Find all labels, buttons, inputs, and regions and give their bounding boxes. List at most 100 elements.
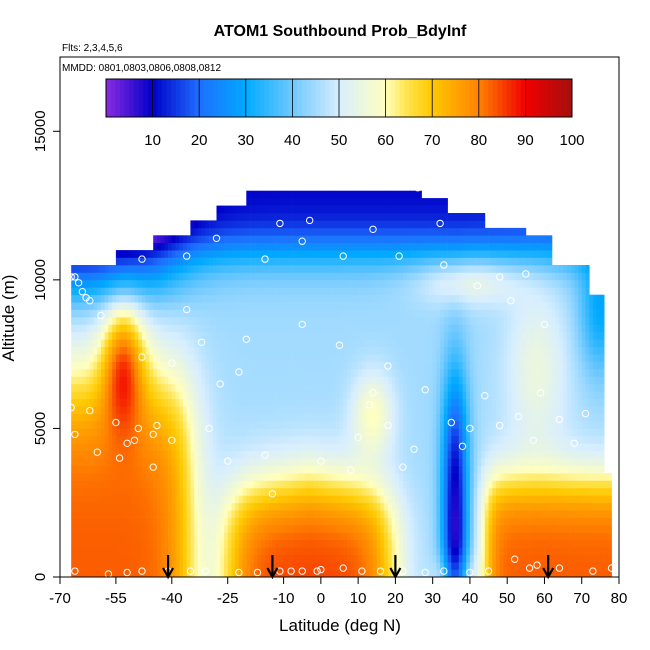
- heatmap-cell: [227, 242, 232, 251]
- heatmap-cell: [361, 265, 366, 273]
- heatmap-cell: [127, 428, 132, 437]
- heatmap-cell: [238, 458, 243, 466]
- heatmap-cell: [86, 473, 91, 481]
- heatmap-cell: [306, 257, 311, 266]
- heatmap-cell: [343, 265, 348, 273]
- heatmap-cell: [428, 354, 433, 362]
- heatmap-cell: [350, 495, 355, 504]
- heatmap-cell: [324, 487, 329, 496]
- heatmap-cell: [414, 302, 419, 310]
- heatmap-cell: [119, 413, 124, 422]
- heatmap-cell: [320, 532, 325, 541]
- heatmap-cell: [201, 242, 206, 251]
- heatmap-cell: [291, 198, 296, 206]
- heatmap-cell: [395, 443, 400, 452]
- heatmap-cell: [365, 369, 370, 377]
- heatmap-cell: [112, 369, 117, 377]
- heatmap-cell: [410, 473, 415, 481]
- heatmap-cell: [302, 369, 307, 377]
- heatmap-cell: [421, 465, 426, 474]
- heatmap-cell: [138, 487, 143, 496]
- heatmap-cell: [287, 324, 292, 333]
- heatmap-cell: [347, 435, 352, 444]
- heatmap-cell: [101, 480, 106, 489]
- heatmap-cell: [414, 287, 419, 296]
- heatmap-cell: [97, 532, 102, 541]
- heatmap-cell: [220, 287, 225, 296]
- heatmap-cell: [101, 525, 106, 533]
- heatmap-cell: [93, 324, 98, 333]
- heatmap-cell: [179, 391, 184, 400]
- heatmap-cell: [164, 398, 169, 407]
- heatmap-cell: [190, 510, 195, 518]
- heatmap-cell: [395, 198, 400, 206]
- heatmap-cell: [227, 398, 232, 407]
- heatmap-cell: [197, 465, 202, 474]
- heatmap-cell: [298, 465, 303, 474]
- heatmap-cell: [197, 279, 202, 288]
- heatmap-cell: [119, 302, 124, 310]
- heatmap-cell: [384, 421, 389, 429]
- heatmap-cell: [142, 324, 147, 333]
- heatmap-cell: [194, 487, 199, 496]
- heatmap-cell: [298, 272, 303, 281]
- heatmap-cell: [253, 428, 258, 437]
- heatmap-cell: [428, 458, 433, 466]
- heatmap-cell: [93, 495, 98, 504]
- heatmap-cell: [82, 287, 87, 296]
- heatmap-cell: [197, 324, 202, 333]
- heatmap-cell: [183, 450, 188, 459]
- heatmap-cell: [306, 383, 311, 392]
- heatmap-cell: [298, 428, 303, 437]
- heatmap-cell: [335, 502, 340, 511]
- heatmap-cell: [205, 473, 210, 481]
- heatmap-cell: [332, 317, 337, 325]
- heatmap-cell: [376, 272, 381, 281]
- heatmap-cell: [302, 317, 307, 325]
- heatmap-cell: [149, 383, 154, 392]
- heatmap-cell: [265, 443, 270, 452]
- heatmap-cell: [347, 517, 352, 526]
- heatmap-cell: [246, 391, 251, 400]
- heatmap-cell: [414, 539, 419, 548]
- heatmap-cell: [257, 406, 262, 414]
- heatmap-cell: [410, 265, 415, 273]
- heatmap-cell: [238, 220, 243, 229]
- heatmap-cell: [74, 517, 79, 526]
- heatmap-cell: [235, 324, 240, 333]
- heatmap-cell: [384, 428, 389, 437]
- heatmap-cell: [250, 272, 255, 281]
- heatmap-cell: [283, 339, 288, 348]
- heatmap-cell: [224, 235, 229, 244]
- heatmap-cell: [212, 435, 217, 444]
- heatmap-cell: [246, 354, 251, 362]
- heatmap-cell: [417, 435, 422, 444]
- heatmap-cell: [153, 547, 158, 556]
- heatmap-cell: [261, 421, 266, 429]
- heatmap-cell: [395, 287, 400, 296]
- heatmap-cell: [272, 369, 277, 377]
- heatmap-cell: [268, 287, 273, 296]
- heatmap-cell: [335, 458, 340, 466]
- heatmap-cell: [350, 525, 355, 533]
- heatmap-cell: [317, 517, 322, 526]
- heatmap-cell: [283, 309, 288, 318]
- heatmap-cell: [268, 272, 273, 281]
- heatmap-cell: [238, 525, 243, 533]
- heatmap-cell: [328, 465, 333, 474]
- heatmap-cell: [265, 391, 270, 400]
- heatmap-cell: [231, 554, 236, 563]
- heatmap-cell: [354, 525, 359, 533]
- heatmap-cell: [149, 279, 154, 288]
- heatmap-cell: [387, 227, 392, 236]
- heatmap-cell: [101, 398, 106, 407]
- heatmap-cell: [347, 450, 352, 459]
- heatmap-cell: [291, 250, 296, 258]
- heatmap-cell: [89, 495, 94, 504]
- heatmap-cell: [283, 465, 288, 474]
- heatmap-cell: [224, 250, 229, 258]
- heatmap-cell: [268, 279, 273, 288]
- heatmap-cell: [205, 324, 210, 333]
- heatmap-cell: [216, 317, 221, 325]
- heatmap-cell: [265, 532, 270, 541]
